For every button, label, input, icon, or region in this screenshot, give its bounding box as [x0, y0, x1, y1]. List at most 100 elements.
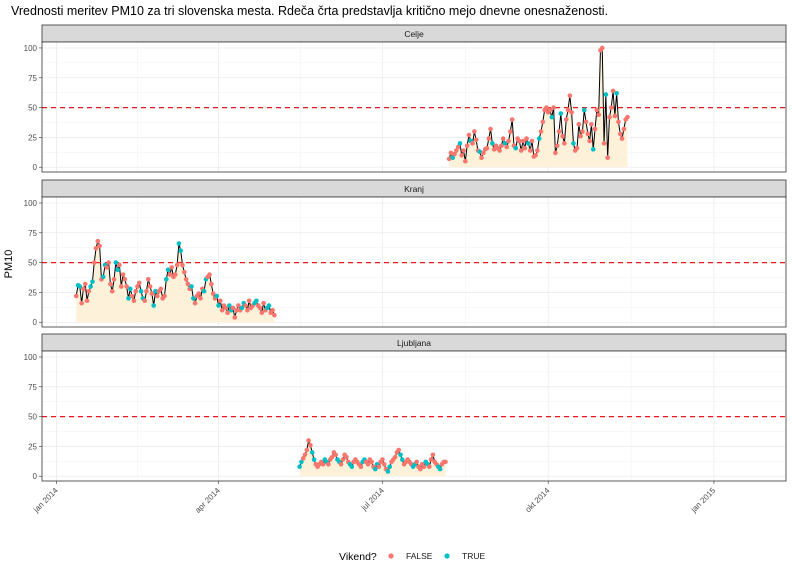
data-point [608, 105, 614, 110]
data-point [585, 131, 591, 137]
y-tick-label: 100 [24, 199, 38, 208]
data-point [547, 107, 553, 113]
y-tick-label: 25 [28, 442, 37, 451]
data-point [452, 151, 457, 157]
series-area [449, 47, 628, 168]
data-point [589, 121, 594, 127]
data-point [243, 303, 248, 308]
legend-label-true: TRUE [462, 551, 485, 561]
data-point [509, 117, 515, 122]
data-point [117, 262, 122, 268]
data-point [104, 265, 110, 270]
data-point [91, 260, 97, 265]
data-point [73, 293, 79, 299]
data-point [365, 462, 371, 467]
data-point [571, 141, 576, 146]
x-tick-label: okt 2014 [524, 486, 552, 514]
data-point [430, 452, 436, 458]
data-point [216, 303, 221, 308]
data-point [126, 296, 131, 301]
data-point [443, 459, 448, 465]
data-point [625, 114, 630, 120]
data-point [617, 131, 623, 137]
data-point [554, 143, 560, 149]
data-point [300, 456, 306, 461]
data-point [527, 148, 533, 153]
data-point [616, 119, 621, 125]
data-point [209, 281, 214, 287]
data-point [95, 238, 101, 244]
data-point [549, 114, 555, 120]
data-point [135, 284, 140, 289]
data-point [153, 288, 158, 294]
data-point [232, 315, 238, 320]
data-point [376, 464, 382, 469]
data-point [560, 133, 565, 139]
data-point [259, 310, 265, 315]
data-point [88, 284, 93, 289]
data-point [84, 298, 90, 304]
data-point [500, 136, 506, 141]
x-tick-label: jul 2014 [359, 486, 386, 513]
data-point [590, 147, 596, 152]
data-point [576, 121, 582, 127]
data-point [272, 312, 277, 318]
data-point [522, 145, 528, 151]
data-point [261, 300, 266, 306]
facet-label: Celje [404, 29, 424, 39]
data-point [472, 129, 477, 134]
data-point [133, 288, 138, 294]
y-axis-label: PM10 [3, 250, 15, 279]
data-point [381, 462, 387, 467]
panel-border [41, 196, 787, 328]
data-point [583, 119, 589, 125]
data-point [149, 291, 155, 296]
data-point [450, 155, 456, 160]
data-point [473, 137, 479, 143]
y-tick-label: 25 [28, 288, 37, 297]
data-point [448, 150, 454, 156]
data-point [142, 298, 147, 304]
data-point [536, 136, 542, 141]
panel-ljubljana: Ljubljana 0 25 50 75 100 [24, 333, 787, 482]
data-point [169, 265, 174, 270]
data-point [306, 438, 311, 443]
data-point [392, 454, 398, 460]
data-point [446, 156, 452, 162]
data-point [100, 274, 106, 280]
data-point [578, 133, 583, 139]
panel-kranj: Kranj 0 25 50 75 100 [24, 179, 787, 328]
x-tick-label: jan 2014 [31, 486, 60, 515]
data-point [529, 138, 535, 144]
data-point [596, 112, 601, 118]
data-point [120, 272, 126, 277]
data-point [191, 296, 196, 301]
panels-layer: Celje 0 25 50 75 100 Kranj 0 25 50 75 100 Ljubljana 0… [24, 24, 787, 482]
data-point [488, 126, 493, 132]
data-point [201, 288, 207, 294]
data-point [82, 281, 88, 287]
data-point [490, 141, 495, 146]
data-point [225, 310, 230, 315]
data-point [385, 469, 391, 474]
data-point [466, 132, 472, 138]
data-point [108, 281, 113, 287]
data-point [369, 459, 374, 465]
data-point [145, 276, 151, 282]
data-point [77, 284, 83, 289]
data-point [320, 462, 326, 467]
data-point [470, 141, 475, 146]
data-point [533, 153, 538, 158]
data-point [398, 452, 403, 458]
data-point [427, 464, 432, 469]
data-point [524, 136, 529, 141]
data-point [513, 145, 519, 151]
data-point [461, 148, 466, 153]
y-tick-label: 50 [28, 259, 37, 268]
data-point [158, 286, 164, 292]
data-point [136, 280, 142, 286]
data-point [594, 107, 600, 113]
data-point [86, 288, 92, 294]
data-point [192, 300, 198, 306]
data-point [182, 269, 187, 275]
